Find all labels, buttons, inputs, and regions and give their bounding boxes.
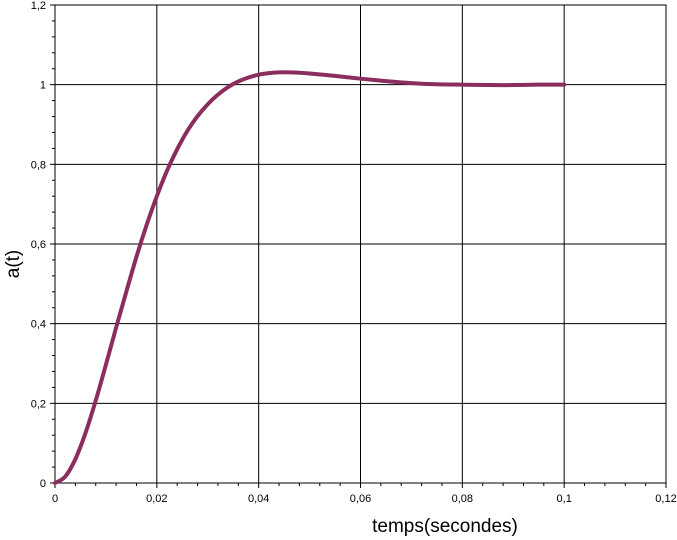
x-axis-title: temps(secondes) [372, 516, 518, 537]
series-line [53, 70, 567, 485]
y-tick-label: 1,2 [31, 0, 46, 12]
x-tick-label: 0,08 [452, 493, 473, 505]
grid-lines [55, 5, 666, 483]
y-tick-label: 0,6 [31, 239, 46, 251]
x-tick-label: 0,12 [655, 493, 676, 505]
y-axis-title: a(t) [3, 250, 24, 279]
y-tick-label: 0 [40, 478, 46, 490]
series-group [53, 70, 567, 485]
x-tick-label: 0 [52, 493, 58, 505]
axis-ticks [50, 4, 667, 488]
x-tick-labels: 0 0,02 0,04 0,06 0,08 0,1 0,12 [52, 493, 677, 505]
y-tick-label: 0,4 [31, 319, 46, 331]
y-tick-label: 1 [40, 80, 46, 92]
x-tick-label: 0,04 [248, 493, 269, 505]
y-tick-labels: 0 0,2 0,4 0,6 0,8 1 1,2 [31, 0, 46, 490]
y-tick-label: 0,8 [31, 159, 46, 171]
x-tick-label: 0,1 [557, 493, 572, 505]
x-tick-label: 0,06 [350, 493, 371, 505]
x-tick-label: 0,02 [146, 493, 167, 505]
y-tick-label: 0,2 [31, 398, 46, 410]
